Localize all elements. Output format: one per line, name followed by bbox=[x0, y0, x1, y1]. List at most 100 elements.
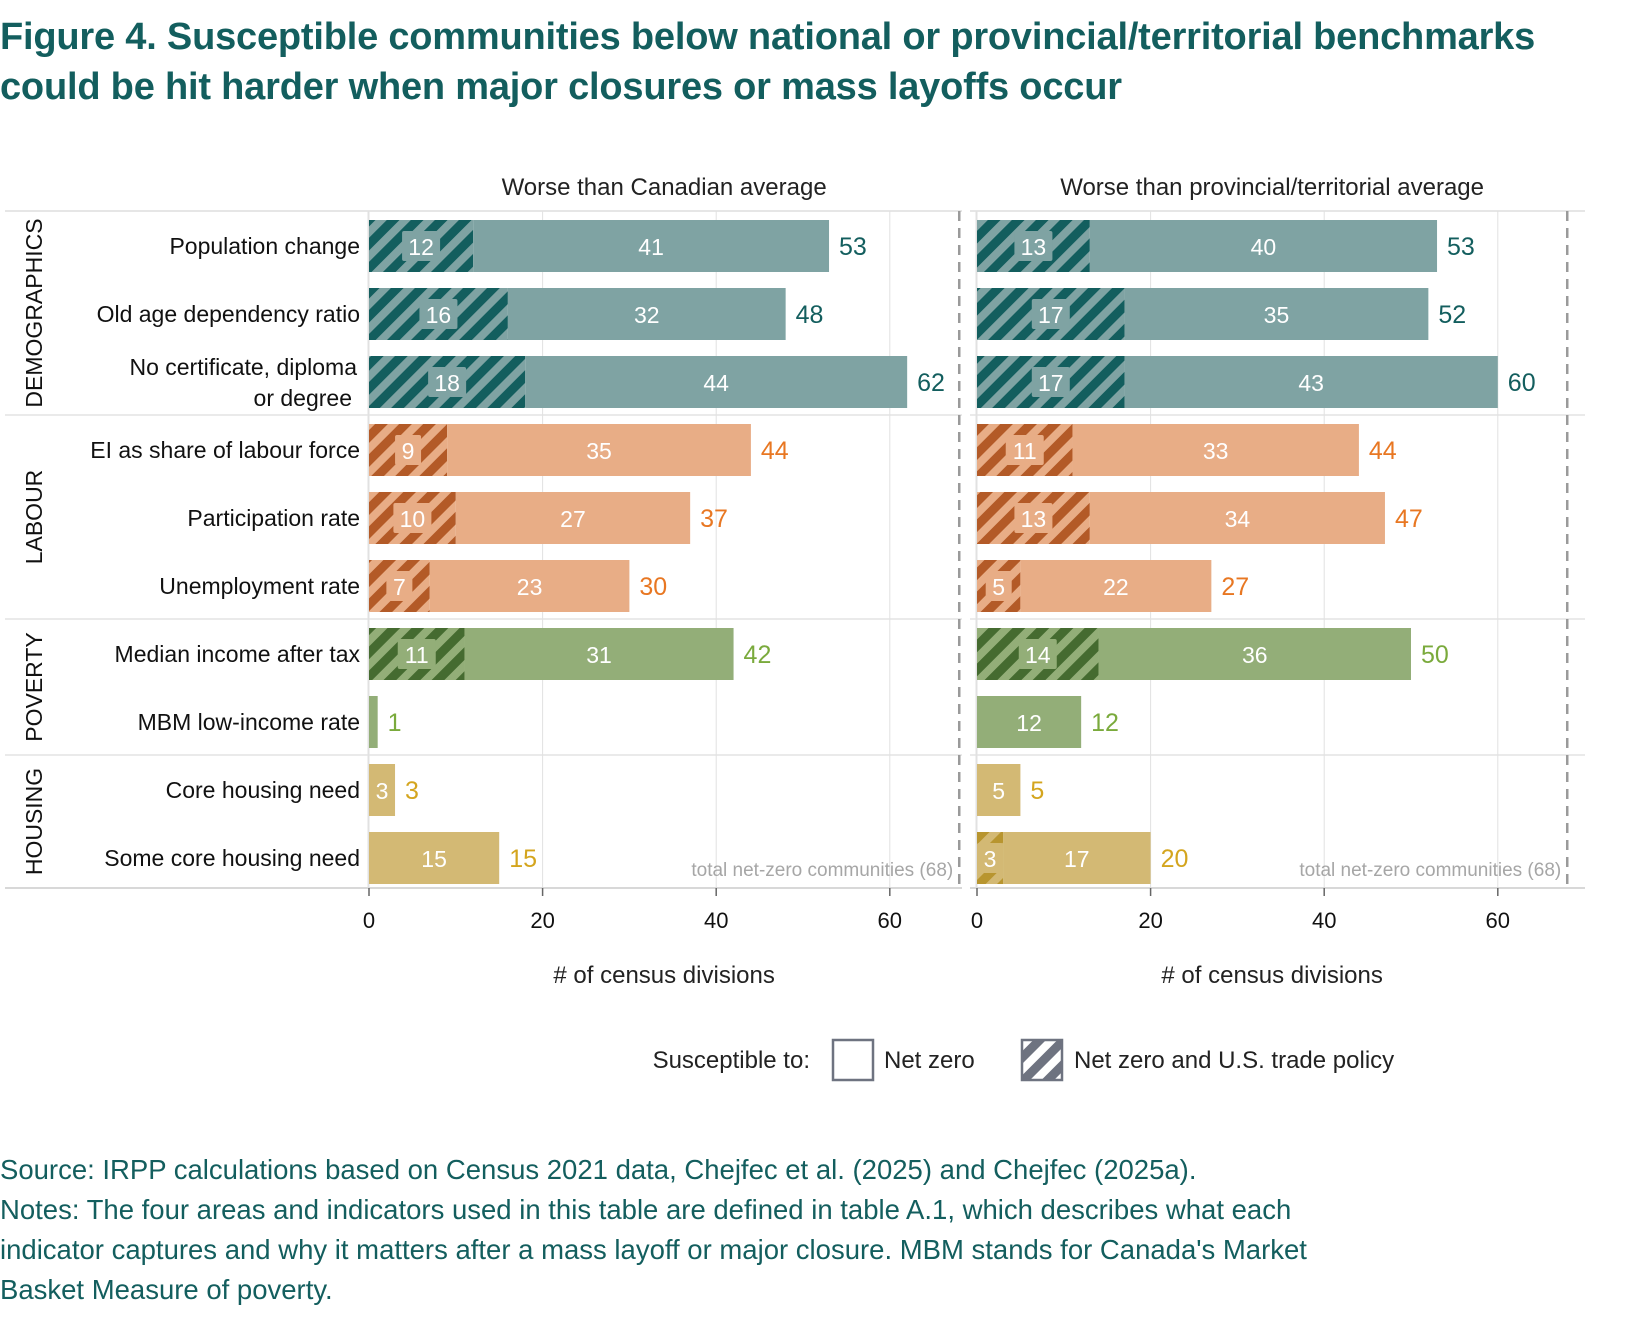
group-label-housing: HOUSING bbox=[21, 768, 47, 875]
segment-label-net-zero: 17 bbox=[1064, 846, 1090, 872]
legend-swatch-net-zero bbox=[831, 1038, 875, 1082]
indicator-label: Participation rate bbox=[187, 505, 360, 531]
x-tick-label: 0 bbox=[363, 908, 375, 933]
total-label: 48 bbox=[796, 301, 824, 329]
total-label: 27 bbox=[1221, 573, 1249, 601]
indicator-label: No certificate, diploma bbox=[129, 354, 357, 380]
indicator-label: Some core housing need bbox=[104, 845, 360, 871]
legend-label: Susceptible to: bbox=[653, 1047, 810, 1074]
segment-label-net-zero: 43 bbox=[1298, 370, 1324, 396]
segment-label-box bbox=[397, 639, 436, 669]
bar-segment-net-zero bbox=[977, 764, 1021, 816]
segment-label-net-zero-and-trade: 13 bbox=[1021, 234, 1047, 260]
group-label-poverty: POVERTY bbox=[21, 632, 47, 742]
notes-line-1: Notes: The four areas and indicators use… bbox=[0, 1194, 1292, 1225]
segment-label-box bbox=[1005, 435, 1044, 465]
source-note: Source: IRPP calculations based on Censu… bbox=[0, 1154, 1197, 1185]
x-tick-label: 40 bbox=[1312, 908, 1336, 933]
segment-label-net-zero: 40 bbox=[1251, 234, 1277, 260]
segment-label-net-zero-and-trade: 5 bbox=[992, 574, 1005, 600]
x-tick-label: 60 bbox=[878, 908, 902, 933]
segment-label-box bbox=[1031, 367, 1070, 397]
bar-segment-net-zero bbox=[369, 696, 378, 748]
segment-label-box bbox=[428, 367, 467, 397]
bar-segment-net-zero bbox=[1124, 288, 1429, 340]
segment-label-box bbox=[977, 843, 1004, 873]
total-label: 44 bbox=[761, 437, 789, 465]
segment-label-net-zero-and-trade: 14 bbox=[1025, 642, 1051, 668]
segment-label-net-zero: 33 bbox=[1203, 438, 1229, 464]
segment-label-net-zero-and-trade: 16 bbox=[426, 302, 452, 328]
x-axis-title: # of census divisions bbox=[1161, 962, 1382, 989]
segment-label-net-zero-and-trade: 11 bbox=[1013, 438, 1037, 464]
total-label: 44 bbox=[1369, 437, 1397, 465]
segment-label-net-zero: 36 bbox=[1242, 642, 1268, 668]
total-label: 62 bbox=[917, 369, 945, 397]
total-label: 12 bbox=[1091, 709, 1119, 737]
bar-segment-net-zero bbox=[429, 560, 630, 612]
segment-label-box bbox=[1018, 639, 1057, 669]
segment-label-box bbox=[419, 299, 458, 329]
bar-segment-net-zero bbox=[977, 696, 1082, 748]
segment-label-box bbox=[395, 435, 422, 465]
legend-item-net-zero: Net zero bbox=[884, 1047, 975, 1074]
figure-footer: Source: IRPP calculations based on Censu… bbox=[0, 1150, 1640, 1310]
segment-label-net-zero: 12 bbox=[1016, 710, 1042, 736]
total-label: 5 bbox=[1030, 777, 1044, 805]
segment-label-net-zero: 31 bbox=[586, 642, 612, 668]
segment-label-net-zero: 35 bbox=[1264, 302, 1290, 328]
total-label: 30 bbox=[639, 573, 667, 601]
total-label: 20 bbox=[1161, 845, 1189, 873]
indicator-label: Population change bbox=[169, 233, 360, 259]
segment-label-net-zero-and-trade: 18 bbox=[434, 370, 460, 396]
bar-segment-net-zero bbox=[369, 832, 500, 884]
reference-line-label: total net-zero communities (68) bbox=[691, 860, 953, 881]
segment-label-box bbox=[985, 571, 1012, 601]
total-label: 53 bbox=[1447, 233, 1475, 261]
bar-segment-net-zero bbox=[1020, 560, 1212, 612]
notes-line-3: Basket Measure of poverty. bbox=[0, 1274, 333, 1305]
segment-label-net-zero: 27 bbox=[560, 506, 586, 532]
indicator-label: or degree bbox=[254, 385, 352, 411]
segment-label-box bbox=[402, 231, 441, 261]
x-tick-label: 60 bbox=[1486, 908, 1510, 933]
total-label: 53 bbox=[839, 233, 867, 261]
legend-item-net-zero-and-trade: Net zero and U.S. trade policy bbox=[1074, 1047, 1394, 1074]
segment-label-net-zero-and-trade: 17 bbox=[1038, 302, 1064, 328]
indicator-label: MBM low-income rate bbox=[138, 709, 360, 735]
segment-label-net-zero: 32 bbox=[634, 302, 660, 328]
segment-label-net-zero-and-trade: 7 bbox=[393, 574, 406, 600]
segment-label-net-zero-and-trade: 17 bbox=[1038, 370, 1064, 396]
bar-segment-net-zero bbox=[1072, 424, 1359, 476]
segment-label-net-zero-and-trade: 3 bbox=[984, 846, 997, 872]
segment-label-box bbox=[393, 503, 432, 533]
chart: 0 20 40 60 # of census divisions Worse than C… bbox=[5, 174, 1585, 1082]
segment-label-net-zero: 3 bbox=[376, 778, 389, 804]
total-label: 1 bbox=[388, 709, 402, 737]
bar-segment-net-zero bbox=[447, 424, 751, 476]
total-label: 60 bbox=[1508, 369, 1536, 397]
panel-title: Worse than provincial/territorial averag… bbox=[1060, 174, 1484, 201]
bar-segment-net-zero bbox=[455, 492, 691, 544]
segment-label-box bbox=[1014, 231, 1053, 261]
total-label: 37 bbox=[700, 505, 728, 533]
bar-segment-net-zero bbox=[1003, 832, 1151, 884]
segment-label-net-zero-and-trade: 11 bbox=[405, 642, 429, 668]
figure-title: Figure 4. Susceptible communities below … bbox=[0, 12, 1650, 112]
total-label: 47 bbox=[1395, 505, 1423, 533]
reference-line-label: total net-zero communities (68) bbox=[1299, 860, 1561, 881]
segment-label-net-zero: 34 bbox=[1225, 506, 1251, 532]
segment-label-net-zero-and-trade: 12 bbox=[408, 234, 434, 260]
segment-label-box bbox=[1031, 299, 1070, 329]
bar-segment-net-zero bbox=[1098, 628, 1411, 680]
group-label-labour: LABOUR bbox=[21, 470, 47, 565]
bar-segment-net-zero bbox=[369, 764, 396, 816]
segment-label-net-zero-and-trade: 9 bbox=[402, 438, 415, 464]
indicator-label: Median income after tax bbox=[115, 641, 361, 667]
notes-line-2: indicator captures and why it matters af… bbox=[0, 1234, 1307, 1265]
indicator-label: EI as share of labour force bbox=[90, 437, 360, 463]
figure-title-line-2: could be hit harder when major closures … bbox=[0, 66, 1122, 108]
x-axis-title: # of census divisions bbox=[553, 962, 774, 989]
indicator-label: Unemployment rate bbox=[159, 573, 360, 599]
group-label-demographics: DEMOGRAPHICS bbox=[21, 218, 47, 407]
